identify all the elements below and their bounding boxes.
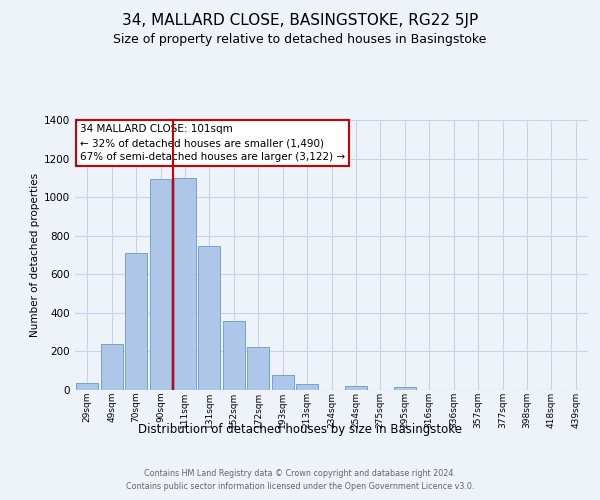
Text: Size of property relative to detached houses in Basingstoke: Size of property relative to detached ho… <box>113 32 487 46</box>
Text: Contains HM Land Registry data © Crown copyright and database right 2024.: Contains HM Land Registry data © Crown c… <box>144 468 456 477</box>
Y-axis label: Number of detached properties: Number of detached properties <box>30 173 40 337</box>
Bar <box>296 384 318 390</box>
Bar <box>125 253 147 390</box>
Text: Distribution of detached houses by size in Basingstoke: Distribution of detached houses by size … <box>138 422 462 436</box>
Text: Contains public sector information licensed under the Open Government Licence v3: Contains public sector information licen… <box>126 482 474 491</box>
Bar <box>174 178 196 390</box>
Bar <box>149 179 172 390</box>
Text: 34 MALLARD CLOSE: 101sqm
← 32% of detached houses are smaller (1,490)
67% of sem: 34 MALLARD CLOSE: 101sqm ← 32% of detach… <box>80 124 345 162</box>
Text: 34, MALLARD CLOSE, BASINGSTOKE, RG22 5JP: 34, MALLARD CLOSE, BASINGSTOKE, RG22 5JP <box>122 12 478 28</box>
Bar <box>199 246 220 390</box>
Bar <box>247 346 269 390</box>
Bar <box>101 344 122 390</box>
Bar <box>345 386 367 390</box>
Bar <box>394 387 416 390</box>
Bar <box>223 320 245 390</box>
Bar <box>76 383 98 390</box>
Bar <box>272 374 293 390</box>
